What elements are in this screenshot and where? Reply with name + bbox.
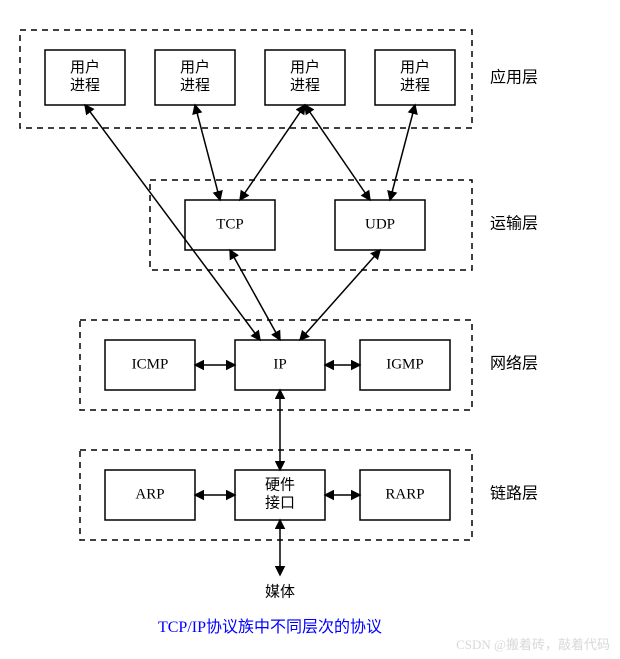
- layer-label-net: 网络层: [490, 354, 538, 373]
- layer-label-tran: 运输层: [490, 215, 538, 233]
- node-rarp-text: RARP: [385, 486, 424, 502]
- edge-u3-tcp: [240, 105, 305, 200]
- node-ip-text: IP: [273, 356, 286, 372]
- edge-u2-tcp: [195, 105, 220, 200]
- node-hw-text: 接口: [265, 494, 295, 511]
- edge-u4-udp: [390, 105, 415, 200]
- node-icmp-text: ICMP: [132, 356, 169, 372]
- node-u4-text: 用户: [400, 59, 430, 76]
- node-u1-text: 进程: [70, 77, 100, 94]
- edge-tcp-ip: [230, 250, 280, 340]
- watermark: CSDN @搬着砖，敲着代码: [456, 637, 610, 652]
- node-u4-text: 进程: [400, 77, 430, 94]
- layer-label-app: 应用层: [490, 68, 538, 87]
- layer-label-link: 链路层: [490, 485, 538, 503]
- edge-u3-udp: [305, 105, 370, 200]
- node-u2-text: 进程: [180, 77, 210, 94]
- caption: TCP/IP协议族中不同层次的协议: [158, 618, 382, 636]
- node-udp-text: UDP: [365, 216, 395, 232]
- node-igmp-text: IGMP: [386, 356, 424, 372]
- node-u1-text: 用户: [70, 59, 100, 76]
- diagram-canvas: 应用层运输层网络层链路层用户进程用户进程用户进程用户进程TCPUDPICMPIP…: [0, 0, 620, 659]
- media-label: 媒体: [265, 583, 295, 600]
- node-u3-text: 进程: [290, 77, 320, 94]
- node-hw-text: 硬件: [265, 476, 295, 493]
- edge-udp-ip: [300, 250, 380, 340]
- node-u3-text: 用户: [290, 59, 320, 76]
- node-u2-text: 用户: [180, 59, 210, 76]
- node-arp-text: ARP: [135, 486, 164, 502]
- node-tcp-text: TCP: [216, 216, 244, 232]
